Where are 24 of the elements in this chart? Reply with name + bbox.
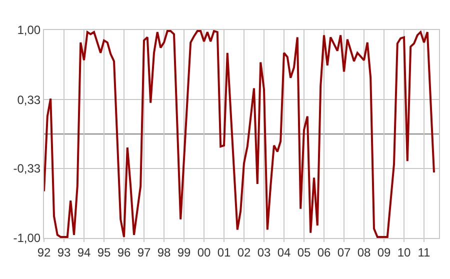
- x-tick-label: 02: [237, 245, 251, 260]
- x-tick-label: 98: [157, 245, 171, 260]
- y-tick-label: 0,33: [17, 92, 41, 107]
- x-tick-label: 05: [297, 245, 311, 260]
- x-tick-label: 97: [137, 245, 151, 260]
- x-tick-label: 00: [197, 245, 211, 260]
- x-tick-label: 95: [97, 245, 111, 260]
- x-tick-label: 92: [37, 245, 51, 260]
- x-tick-label: 96: [117, 245, 131, 260]
- x-tick-label: 01: [217, 245, 231, 260]
- x-tick-label: 09: [377, 245, 391, 260]
- x-tick-label: 10: [397, 245, 411, 260]
- x-tick-label: 11: [418, 245, 431, 260]
- x-tick-label: 08: [357, 245, 371, 260]
- y-tick-label: -0,33: [13, 162, 41, 176]
- x-tick-label: 99: [177, 245, 191, 260]
- x-tick-label: 04: [277, 245, 291, 260]
- x-tick-label: 07: [337, 245, 351, 260]
- x-tick-label: 06: [317, 245, 331, 260]
- x-tick-label: 93: [57, 245, 71, 260]
- x-tick-label: 03: [257, 245, 271, 260]
- x-tick-label: 94: [77, 245, 91, 260]
- y-tick-label: -1,00: [13, 231, 41, 246]
- y-tick-label: 1,00: [17, 23, 41, 38]
